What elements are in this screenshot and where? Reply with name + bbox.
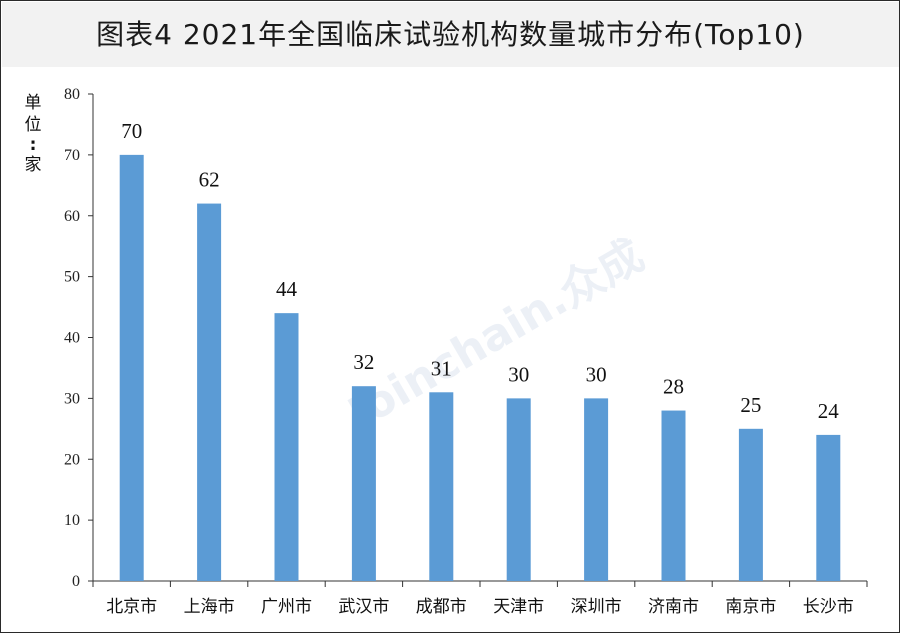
x-tick-label: 武汉市 <box>338 597 389 617</box>
bar <box>119 154 144 581</box>
x-tick-label: 深圳市 <box>571 597 622 617</box>
x-tick-label: 济南市 <box>648 597 699 617</box>
unit-char: : <box>29 135 37 155</box>
bar <box>816 434 841 581</box>
y-tick-label: 0 <box>72 573 80 590</box>
bar <box>738 428 763 581</box>
y-axis-unit-text: 单位:家 <box>22 92 44 176</box>
data-label: 32 <box>353 350 374 374</box>
y-tick-label: 60 <box>64 208 80 225</box>
bar <box>506 398 531 581</box>
y-tick-label: 70 <box>64 147 80 164</box>
data-label: 44 <box>276 277 298 301</box>
unit-char: 位 <box>24 115 42 135</box>
y-tick-label: 30 <box>64 390 80 407</box>
bar <box>197 203 222 581</box>
data-label: 30 <box>508 362 529 386</box>
y-axis: 0 10 20 30 40 50 60 70 80 <box>64 86 94 590</box>
data-label: 28 <box>663 375 684 399</box>
x-tick-label: 北京市 <box>106 597 157 617</box>
data-label: 31 <box>431 356 452 380</box>
y-axis-unit-label: 单位:家 <box>22 92 44 176</box>
bar <box>351 386 376 581</box>
y-tick-label: 50 <box>64 269 80 286</box>
x-tick-label: 成都市 <box>416 597 467 617</box>
chart-title: 图表4 2021年全国临床试验机构数量城市分布(Top10) <box>96 18 805 51</box>
x-tick-label: 天津市 <box>493 597 544 617</box>
x-tick-label: 上海市 <box>184 597 235 617</box>
bar-series <box>119 154 841 581</box>
unit-char: 单 <box>24 93 42 113</box>
bar <box>661 410 686 581</box>
data-labels: 70 62 44 32 31 30 30 28 25 24 <box>121 119 839 423</box>
x-tick-label: 长沙市 <box>803 597 854 617</box>
bar <box>584 398 609 581</box>
title-bar: 图表4 2021年全国临床试验机构数量城市分布(Top10) <box>2 2 899 67</box>
data-label: 30 <box>586 362 607 386</box>
y-tick-label: 40 <box>64 330 80 347</box>
data-label: 24 <box>818 399 840 423</box>
y-tick-label: 20 <box>64 451 80 468</box>
unit-char: 家 <box>24 155 42 175</box>
x-tick-label: 南京市 <box>725 597 776 617</box>
y-tick-label: 80 <box>64 86 80 103</box>
data-label: 62 <box>199 168 220 192</box>
bar <box>429 392 454 581</box>
bar <box>274 313 299 581</box>
x-tick-label: 广州市 <box>261 597 312 617</box>
data-label: 70 <box>121 119 142 143</box>
data-label: 25 <box>740 393 761 417</box>
y-tick-label: 10 <box>64 512 80 529</box>
x-axis: 北京市 上海市 广州市 武汉市 成都市 天津市 深圳市 济南市 南京市 长沙市 <box>92 580 868 617</box>
